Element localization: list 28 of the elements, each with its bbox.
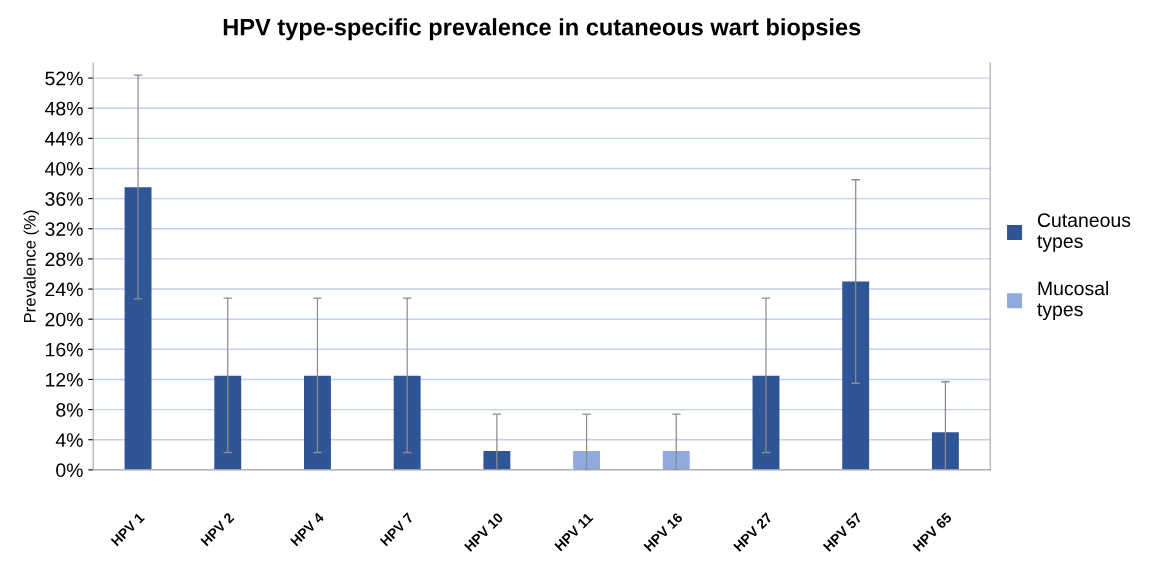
y-tick-label: 4% (55, 433, 83, 447)
y-tick-label: 32% (45, 222, 83, 237)
y-tick-label: 16% (46, 342, 83, 357)
bar (393, 375, 421, 470)
bar (304, 375, 331, 470)
chart-title: HPV type-specific prevalence in cutaneous wart biopsies (223, 18, 861, 41)
legend-label: Mucosal types (1037, 281, 1109, 321)
y-tick-label: 12% (46, 372, 83, 387)
bar (842, 281, 870, 470)
y-axis-title: Prevalence (%) (23, 210, 39, 323)
y-tick-label: 20% (45, 312, 83, 327)
legend-label: Cutaneous types (1037, 213, 1131, 252)
y-tick-label: 52% (45, 71, 83, 86)
bar (483, 451, 511, 470)
y-tick-label: 0% (56, 463, 83, 478)
y-tick-label: 48% (45, 101, 83, 116)
y-tick-label: 44% (45, 131, 83, 146)
bar (752, 375, 780, 470)
y-tick-label: 8% (56, 403, 83, 417)
bar (573, 451, 601, 470)
bar (214, 375, 242, 470)
bar (124, 187, 152, 470)
y-tick-label: 36% (45, 192, 83, 206)
y-tick-label: 40% (45, 161, 83, 176)
bar (662, 451, 690, 470)
y-tick-label: 24% (45, 282, 83, 297)
y-tick-label: 28% (45, 252, 83, 267)
bar (931, 432, 959, 470)
